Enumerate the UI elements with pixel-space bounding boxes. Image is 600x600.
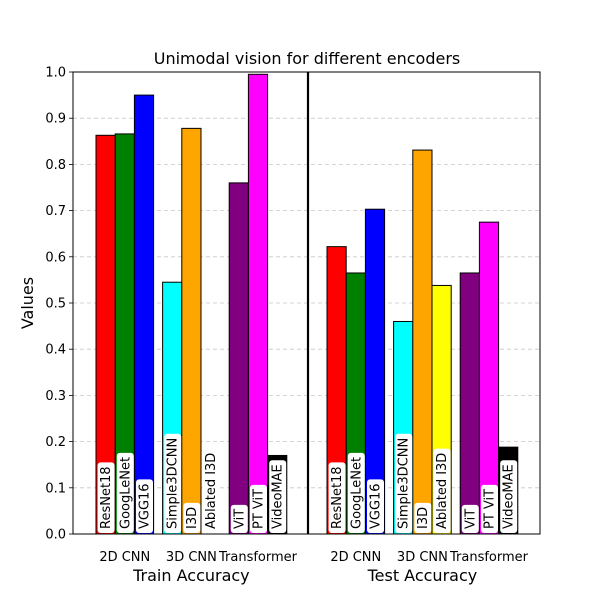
bar-label-group: Ablated I3D: [433, 448, 451, 533]
bar-label-group: Simple3DCNN: [395, 433, 413, 533]
bar-label-box: [230, 504, 248, 533]
bar-label: GoogLeNet: [349, 457, 364, 529]
bar-label-box: [433, 448, 451, 533]
bar-label-box: [250, 484, 267, 533]
bar-label-box: [97, 462, 115, 533]
bar-label: Simple3DCNN: [166, 438, 181, 529]
bar-label-box: [116, 452, 134, 533]
bar-label: VideoMAE: [271, 464, 286, 529]
bar-label: I3D: [416, 507, 431, 529]
group-label: Transformer: [218, 550, 298, 565]
bar: [133, 94, 155, 535]
bar-label-group: PT ViT: [250, 484, 267, 533]
bar-label: Ablated I3D: [204, 453, 219, 529]
group-label: 3D CNN: [397, 550, 448, 565]
bar-label-box: [500, 460, 518, 533]
bar-label-box: [164, 433, 182, 533]
bar-label: ViT: [232, 509, 247, 529]
bar-label-box: [136, 479, 153, 533]
bar-label-box: [183, 502, 201, 533]
bar-label-group: ResNet18: [328, 462, 346, 533]
bar-label-group: ViT: [461, 504, 479, 533]
bar: [412, 149, 433, 535]
bar: [181, 127, 202, 535]
bar-label-group: VideoMAE: [269, 460, 287, 533]
bar-label: PT ViT: [483, 489, 498, 529]
bar-label: I3D: [185, 507, 200, 529]
y-tick-label: 0.3: [45, 389, 66, 404]
bar-label: ViT: [463, 509, 478, 529]
bar-label-group: ViT: [230, 504, 248, 533]
section-label: Test Accuracy: [367, 566, 478, 585]
bar-label-group: I3D: [414, 502, 432, 533]
bar-label: Simple3DCNN: [397, 438, 412, 529]
bar-label-group: Ablated I3D: [202, 448, 220, 533]
bar: [459, 272, 480, 535]
y-tick-label: 0.7: [45, 204, 66, 219]
group-label: Transformer: [449, 550, 529, 565]
bar-label-box: [328, 462, 346, 533]
group-label: 3D CNN: [166, 550, 217, 565]
y-tick-label: 0.8: [45, 158, 66, 173]
bar-label-box: [461, 504, 479, 533]
bar-label-box: [269, 460, 287, 533]
bar-label-group: ResNet18: [97, 462, 115, 533]
plot-frame: [72, 71, 541, 535]
bars-layer: [95, 73, 519, 535]
bar-label-box: [414, 502, 432, 533]
bar-label: ResNet18: [330, 466, 345, 529]
y-tick-label: 0.9: [45, 112, 66, 127]
group-label: 2D CNN: [330, 550, 381, 565]
bar-label: PT ViT: [252, 489, 267, 529]
bar: [228, 182, 249, 535]
bar-label-group: GoogLeNet: [116, 452, 134, 533]
y-tick-label: 1.0: [45, 66, 66, 81]
y-tick-label: 0.6: [45, 250, 66, 265]
bar-label: VideoMAE: [502, 464, 517, 529]
bar-label: Ablated I3D: [435, 453, 450, 529]
bar-label: VGG16: [138, 483, 153, 529]
bar: [247, 73, 269, 535]
bar-label-group: VGG16: [136, 479, 153, 533]
bar-label-box: [202, 448, 220, 533]
labels-layer: 0.0 0.1 0.2 0.3 0.4 0.5 0.6 0.7 0.8 0.9 1.0 ResNet1…: [45, 66, 528, 586]
y-tick-label: 0.5: [45, 297, 66, 312]
y-axis-label: Values: [18, 277, 37, 329]
bar-label-group: Simple3DCNN: [164, 433, 182, 533]
bar-label-group: GoogLeNet: [347, 452, 365, 533]
bar-label-group: I3D: [183, 502, 201, 533]
axes-layer: [69, 71, 541, 535]
bar-label-group: PT ViT: [481, 484, 498, 533]
bar-label-box: [347, 452, 365, 533]
bar-label-box: [367, 479, 384, 533]
bar-label: GoogLeNet: [118, 457, 133, 529]
y-tick-label: 0.1: [45, 481, 66, 496]
bar-label-box: [395, 433, 413, 533]
chart-title: Unimodal vision for different encoders: [154, 49, 460, 68]
y-tick-label: 0.4: [45, 343, 66, 358]
section-label: Train Accuracy: [132, 566, 250, 585]
bar-label-group: VGG16: [367, 479, 384, 533]
bar-label-group: VideoMAE: [500, 460, 518, 533]
bar-label: ResNet18: [99, 466, 114, 529]
bar-label-box: [481, 484, 498, 533]
bar-label: VGG16: [369, 483, 384, 529]
group-label: 2D CNN: [99, 550, 150, 565]
y-tick-label: 0.2: [45, 435, 66, 450]
y-tick-label: 0.0: [45, 528, 66, 543]
